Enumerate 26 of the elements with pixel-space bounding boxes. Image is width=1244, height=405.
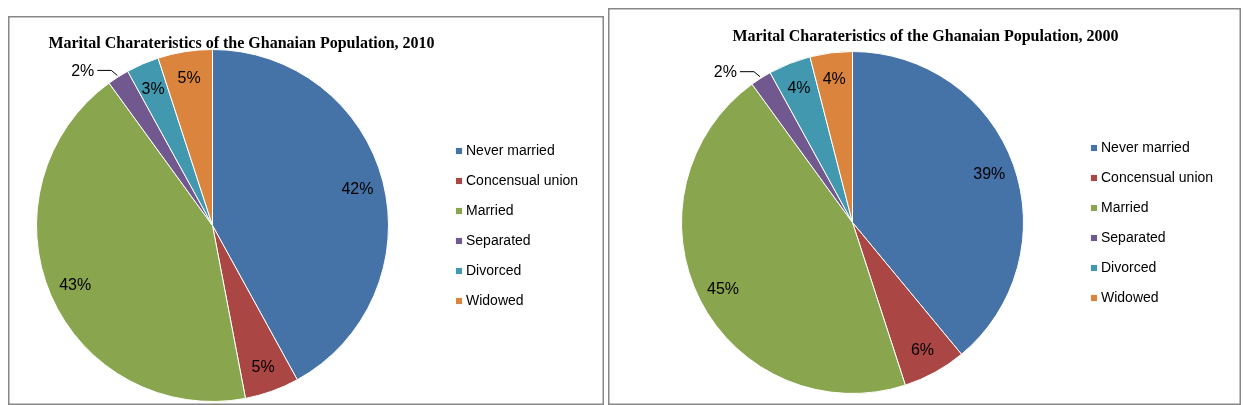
chart-title: Marital Charateristics of the Ghanaian Population, 2010 — [48, 34, 435, 52]
data-label: 45% — [706, 279, 740, 297]
legend-label: Separated — [466, 231, 531, 250]
legend-label: Married — [1101, 198, 1149, 217]
data-label: 39% — [973, 164, 1006, 182]
chart-title: Marital Charateristics of the Ghanaian Population, 2000 — [732, 27, 1119, 45]
data-label: 4% — [822, 69, 846, 87]
data-label: 5% — [251, 357, 275, 375]
legend-label: Widowed — [1101, 288, 1159, 307]
legend-label: Concensual union — [466, 171, 579, 190]
data-label: 3% — [141, 79, 165, 97]
legend-label: Widowed — [466, 291, 524, 310]
legend-label: Never married — [466, 141, 555, 160]
data-label: 2% — [713, 63, 737, 81]
data-label: 43% — [59, 276, 92, 294]
data-label: 6% — [910, 341, 935, 359]
data-label: 2% — [71, 61, 95, 79]
legend-label: Never married — [1101, 138, 1190, 157]
legend-label: Separated — [1101, 228, 1166, 247]
data-label: 4% — [787, 78, 811, 96]
data-label: 42% — [341, 179, 374, 197]
legend-label: Concensual union — [1101, 168, 1214, 187]
legend-label: Divorced — [1101, 258, 1157, 277]
legend-label: Divorced — [466, 261, 522, 280]
legend-label: Married — [466, 201, 514, 220]
data-label: 5% — [177, 69, 201, 87]
